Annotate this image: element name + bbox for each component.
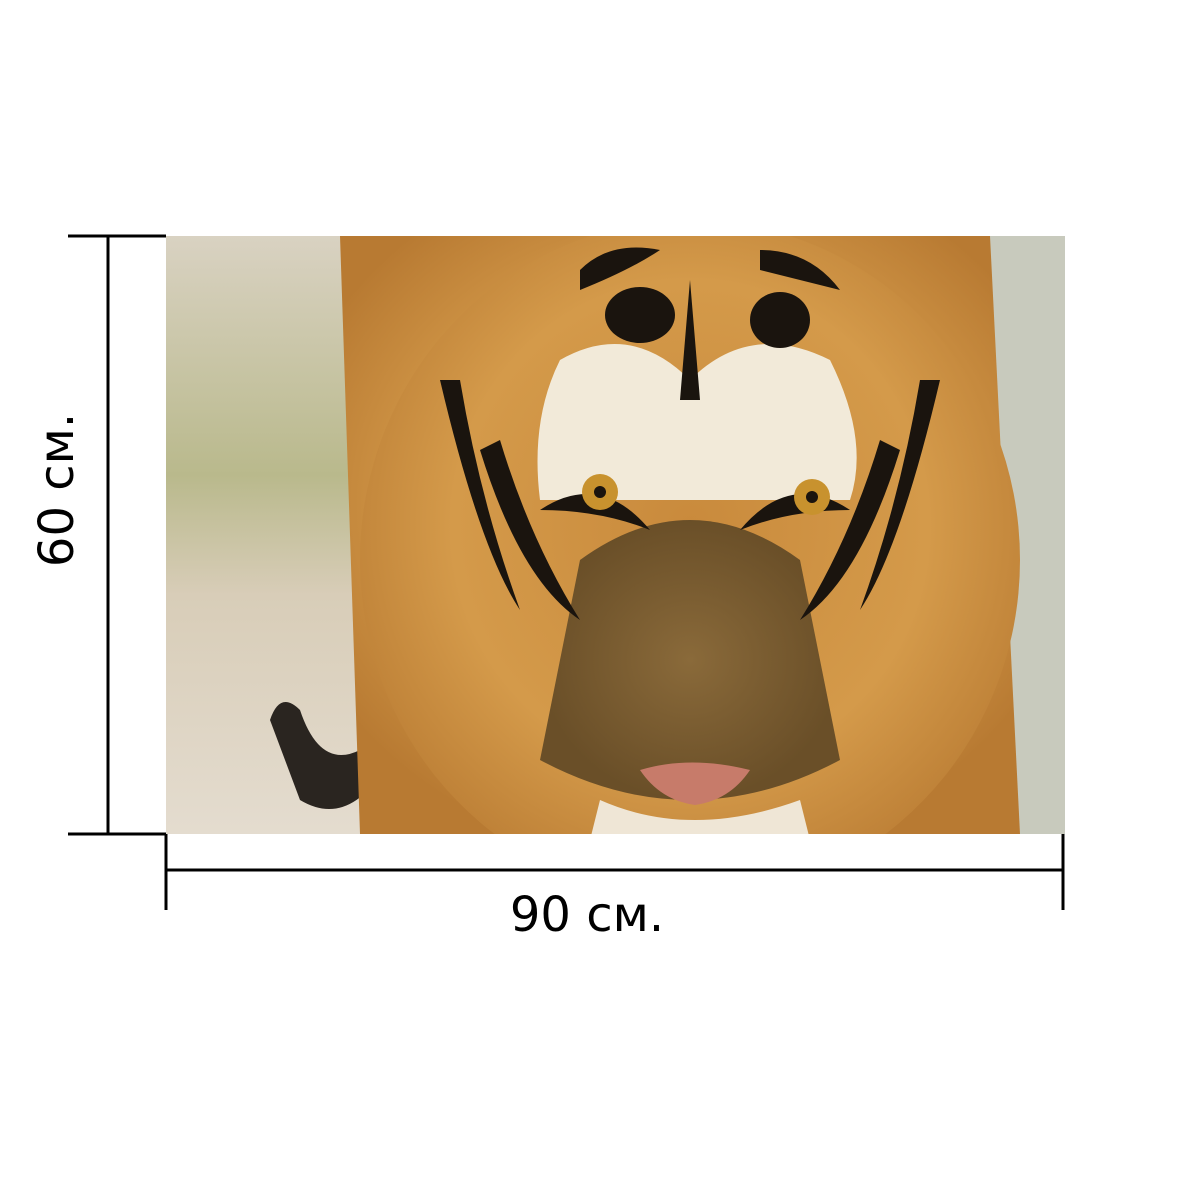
width-dimension: 90 см. (164, 834, 1065, 943)
height-label: 60 см. (29, 413, 85, 567)
tiger-photo (166, 236, 1065, 834)
width-label: 90 см. (510, 887, 664, 943)
height-dimension: 60 см. (29, 234, 166, 836)
